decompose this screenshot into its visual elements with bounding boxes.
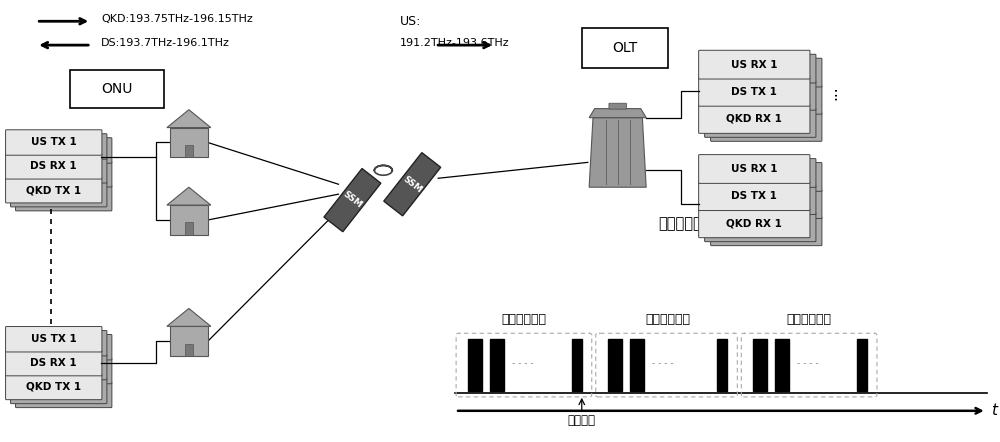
Text: DS TX 1: DS TX 1 [731,87,777,97]
FancyBboxPatch shape [705,81,816,110]
Polygon shape [384,152,441,216]
Bar [185,343,193,356]
Bar [775,339,789,391]
Text: QKD:193.75THz-196.15THz: QKD:193.75THz-196.15THz [101,14,253,24]
FancyBboxPatch shape [699,182,810,210]
Polygon shape [167,309,211,326]
FancyBboxPatch shape [6,327,102,352]
Text: 下行信号时隙: 下行信号时隙 [501,313,546,326]
FancyBboxPatch shape [699,50,810,79]
Polygon shape [589,118,646,187]
FancyBboxPatch shape [582,28,668,68]
Text: US RX 1: US RX 1 [731,60,778,70]
FancyBboxPatch shape [6,374,102,400]
FancyBboxPatch shape [699,77,810,106]
Text: QKD TX 1: QKD TX 1 [26,185,81,195]
FancyBboxPatch shape [699,105,810,133]
Text: QKD TX 1: QKD TX 1 [26,382,81,392]
FancyBboxPatch shape [16,186,112,211]
Bar [753,339,767,391]
FancyBboxPatch shape [16,138,112,163]
Text: ONU: ONU [101,82,133,96]
FancyBboxPatch shape [711,217,822,246]
Text: QKD RX 1: QKD RX 1 [726,218,782,229]
FancyBboxPatch shape [609,103,626,109]
FancyBboxPatch shape [6,351,102,376]
FancyBboxPatch shape [16,335,112,360]
FancyBboxPatch shape [705,54,816,83]
Text: 下行信号时隙: 下行信号时隙 [787,313,832,326]
FancyBboxPatch shape [705,159,816,187]
Text: SSM: SSM [401,174,424,194]
FancyBboxPatch shape [6,178,102,203]
FancyBboxPatch shape [699,155,810,183]
Text: - - - -: - - - - [512,358,534,368]
FancyBboxPatch shape [11,134,107,159]
Bar [857,339,867,391]
FancyBboxPatch shape [11,354,107,380]
FancyBboxPatch shape [16,358,112,384]
Bar [490,339,504,391]
FancyBboxPatch shape [711,58,822,87]
Text: DS RX 1: DS RX 1 [30,358,77,368]
Polygon shape [167,187,211,205]
FancyBboxPatch shape [11,158,107,183]
Polygon shape [167,110,211,128]
FancyBboxPatch shape [11,378,107,404]
Bar [630,339,644,391]
FancyBboxPatch shape [705,213,816,242]
Text: US:: US: [400,15,422,28]
Text: SSM: SSM [341,190,364,210]
FancyBboxPatch shape [711,85,822,114]
FancyBboxPatch shape [70,70,164,108]
Text: DS:193.7THz-196.1THz: DS:193.7THz-196.1THz [101,38,230,48]
FancyBboxPatch shape [16,382,112,408]
Text: US TX 1: US TX 1 [31,137,77,148]
Text: - - - -: - - - - [797,358,819,368]
Bar [468,339,482,391]
FancyBboxPatch shape [16,162,112,187]
Text: - - - -: - - - - [652,358,673,368]
FancyBboxPatch shape [711,190,822,218]
Bar [170,326,208,356]
FancyBboxPatch shape [711,113,822,141]
Text: 保护时隙: 保护时隙 [568,414,596,427]
Polygon shape [324,168,381,232]
FancyBboxPatch shape [6,154,102,179]
FancyBboxPatch shape [705,186,816,214]
Text: US RX 1: US RX 1 [731,164,778,174]
Bar [170,205,208,235]
Text: 量子信号时隙: 量子信号时隙 [645,313,690,326]
FancyBboxPatch shape [11,331,107,356]
Bar [572,339,582,391]
FancyBboxPatch shape [705,109,816,137]
FancyBboxPatch shape [11,182,107,207]
FancyBboxPatch shape [699,209,810,238]
Text: DS RX 1: DS RX 1 [30,161,77,171]
Text: 191.2THz-193.6THz: 191.2THz-193.6THz [400,38,510,48]
Text: QKD RX 1: QKD RX 1 [726,114,782,124]
Bar [608,339,622,391]
Text: 时分复用机制: 时分复用机制 [658,217,711,232]
Bar [185,222,193,235]
Text: US TX 1: US TX 1 [31,334,77,344]
Text: OLT: OLT [612,41,637,55]
Polygon shape [589,109,646,118]
Text: DS TX 1: DS TX 1 [731,191,777,201]
Bar [185,145,193,157]
FancyBboxPatch shape [711,163,822,191]
FancyBboxPatch shape [6,130,102,155]
Bar [170,128,208,157]
Bar [717,339,727,391]
Text: t: t [991,403,997,418]
Text: ...: ... [824,85,839,100]
